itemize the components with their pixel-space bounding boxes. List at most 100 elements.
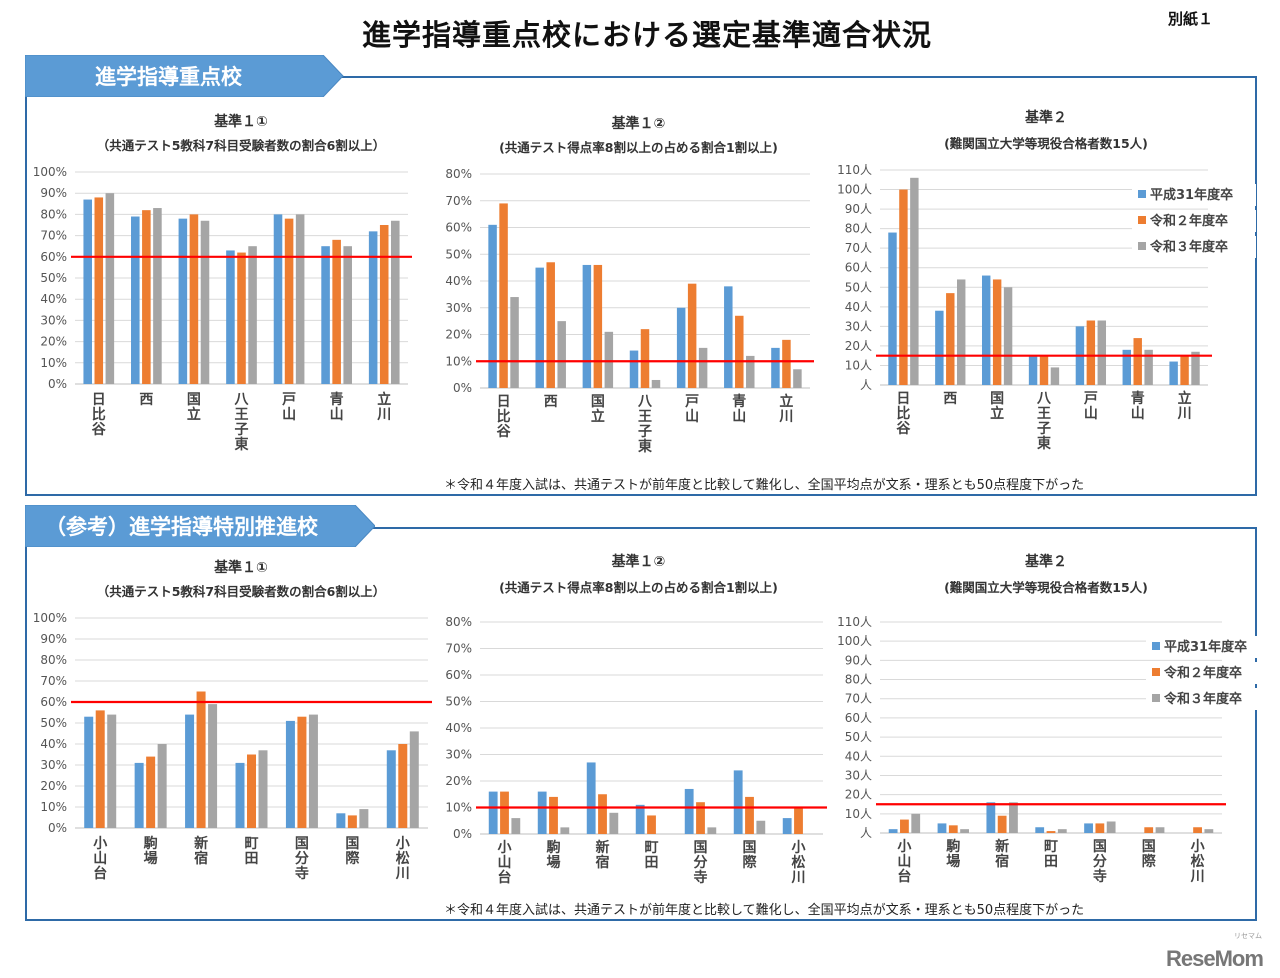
legend-swatch — [1138, 242, 1146, 250]
x-tick-label: 八王子東 — [637, 394, 653, 455]
bar-立川-series-2 — [1191, 351, 1200, 385]
x-tick-label: 立川 — [778, 393, 793, 425]
y-tick-label: 100人 — [837, 183, 872, 197]
bar-日比谷-series-1 — [499, 203, 508, 388]
bar-八王子東-series-0 — [629, 350, 639, 388]
y-tick-label: 60% — [445, 221, 472, 235]
y-tick-label: 80人 — [845, 222, 872, 236]
bar-小松川-series-1 — [794, 807, 803, 834]
x-tick-label: 戸山 — [685, 394, 699, 425]
section-banner-special-schools: （参考）進学指導特別推進校 — [25, 505, 375, 547]
legend-swatch — [1138, 190, 1146, 198]
bar-戸山-series-2 — [295, 214, 305, 384]
bar-駒場-series-0 — [134, 762, 144, 828]
bar-国際-series-1 — [745, 796, 754, 834]
bar-八王子東-series-1 — [237, 252, 246, 384]
y-tick-label: 30% — [445, 748, 472, 762]
chart-s1-criterion-1-1: 基準１① （共通テスト5教科7科目受験者数の割合6割以上） 0% 10% 20% 30% 4… — [30, 108, 440, 468]
y-tick-label: 40% — [40, 737, 67, 751]
x-tick-label: 日比谷 — [497, 394, 512, 440]
bar-駒場-series-0 — [937, 823, 947, 833]
chart-svg: 基準２ (難関国立大学等現役合格者数15人) 人 10人 20人 30人 40人 50人 60人… — [837, 553, 1270, 885]
y-tick-label: 10人 — [845, 358, 872, 372]
x-tick-label: 駒場 — [946, 838, 960, 870]
bar-新宿-series-1 — [997, 815, 1007, 833]
x-tick-label: 町田 — [245, 836, 259, 867]
x-tick-label: 駒場 — [547, 839, 561, 871]
y-tick-label: 20% — [445, 328, 472, 342]
x-tick-label: 小松川 — [1190, 839, 1205, 885]
x-tick-label: 新宿 — [194, 835, 208, 867]
bar-青山-series-2 — [746, 355, 755, 388]
bar-日比谷-series-2 — [910, 177, 919, 385]
y-tick-label: 40% — [40, 292, 67, 306]
bar-立川-series-1 — [379, 225, 389, 384]
x-tick-label: 小山台 — [93, 836, 107, 882]
bar-町田-series-0 — [235, 762, 245, 828]
bar-小山台-series-2 — [511, 818, 521, 834]
bar-新宿-series-0 — [185, 714, 195, 828]
chart-svg: 基準１② (共通テスト得点率8割以上の占める割合1割以上) 0% 10% 20% 30% 4… — [445, 553, 827, 886]
y-tick-label: 70% — [40, 674, 67, 688]
x-tick-label: 八王子東 — [1036, 391, 1052, 452]
y-tick-label: 110人 — [837, 163, 872, 177]
bar-日比谷-series-1 — [94, 197, 104, 384]
bar-小松川-series-2 — [409, 731, 419, 828]
legend-background — [1146, 636, 1270, 658]
chart-s2-criterion-2: 基準２ (難関国立大学等現役合格者数15人) 人 10人 20人 30人 40人 50人 60人… — [830, 552, 1270, 897]
bar-小松川-series-2 — [1204, 829, 1214, 833]
bar-小山台-series-0 — [488, 791, 498, 834]
bar-駒場-series-2 — [960, 829, 969, 833]
chart-title: 基準２ — [1025, 553, 1067, 570]
y-tick-label: 0% — [48, 821, 67, 835]
bar-国立-series-2 — [604, 331, 614, 388]
bar-駒場-series-0 — [537, 791, 547, 834]
footnote: ＊令和４年度入試は、共通テストが前年度と比較して難化し、全国平均点が文系・理系と… — [444, 903, 1085, 918]
y-tick-label: 人 — [860, 826, 872, 840]
bar-国分寺-series-0 — [684, 788, 694, 834]
y-tick-label: 50% — [445, 695, 472, 709]
legend-swatch — [1152, 642, 1160, 650]
y-tick-label: 40% — [445, 721, 472, 735]
bar-西-series-1 — [946, 293, 955, 385]
y-tick-label: 90人 — [845, 202, 872, 216]
bar-駒場-series-1 — [948, 825, 958, 833]
x-tick-label: 駒場 — [144, 835, 158, 867]
y-tick-label: 40人 — [845, 749, 872, 763]
bar-立川-series-1 — [782, 339, 791, 388]
bar-日比谷-series-0 — [488, 224, 497, 388]
page-title: 進学指導重点校における選定基準適合状況 — [361, 18, 932, 52]
y-tick-label: 0% — [453, 827, 472, 841]
bar-新宿-series-0 — [986, 802, 996, 833]
bar-町田-series-2 — [258, 750, 268, 828]
legend-label: 平成31年度卒 — [1150, 187, 1233, 203]
bar-八王子東-series-0 — [226, 250, 235, 384]
y-tick-label: 60人 — [845, 261, 872, 275]
y-tick-label: 30% — [40, 313, 67, 327]
chart-title: 基準１① — [214, 559, 268, 576]
chart-svg: 基準１① （共通テスト5教科7科目受験者数の割合6割以上） 0% 10% 20% 30% 4… — [33, 559, 432, 882]
chart-s2-criterion-1-2: 基準１② (共通テスト得点率8割以上の占める割合1割以上) 0% 10% 20% 30% 4… — [435, 552, 830, 897]
y-tick-label: 20人 — [845, 788, 872, 802]
banner-title: 進学指導重点校 — [95, 65, 242, 89]
chart-s2-criterion-1-1: 基準１① （共通テスト5教科7科目受験者数の割合6割以上） 0% 10% 20% 30% 4… — [30, 552, 440, 897]
legend-background — [1146, 688, 1270, 710]
bar-西-series-2 — [957, 279, 966, 385]
legend-swatch — [1152, 694, 1160, 702]
section-box-special-schools — [25, 527, 1257, 921]
x-tick-label: 八王子東 — [234, 392, 250, 453]
y-tick-label: 30% — [445, 301, 472, 315]
bar-戸山-series-1 — [1086, 320, 1096, 385]
y-tick-label: 30人 — [845, 319, 872, 333]
bar-国立-series-2 — [1003, 287, 1013, 385]
y-tick-label: 80% — [40, 207, 67, 221]
x-tick-label: 町田 — [645, 840, 659, 871]
x-tick-label: 日比谷 — [92, 392, 107, 438]
footnote: ＊令和４年度入試は、共通テストが前年度と比較して難化し、全国平均点が文系・理系と… — [444, 478, 1085, 493]
y-tick-label: 90% — [40, 632, 67, 646]
bar-青山-series-2 — [1144, 349, 1153, 385]
chart-subtitle: (共通テスト得点率8割以上の占める割合1割以上) — [499, 140, 778, 155]
bar-八王子東-series-1 — [640, 329, 650, 388]
bar-町田-series-1 — [1046, 831, 1056, 833]
y-tick-label: 20% — [40, 779, 67, 793]
